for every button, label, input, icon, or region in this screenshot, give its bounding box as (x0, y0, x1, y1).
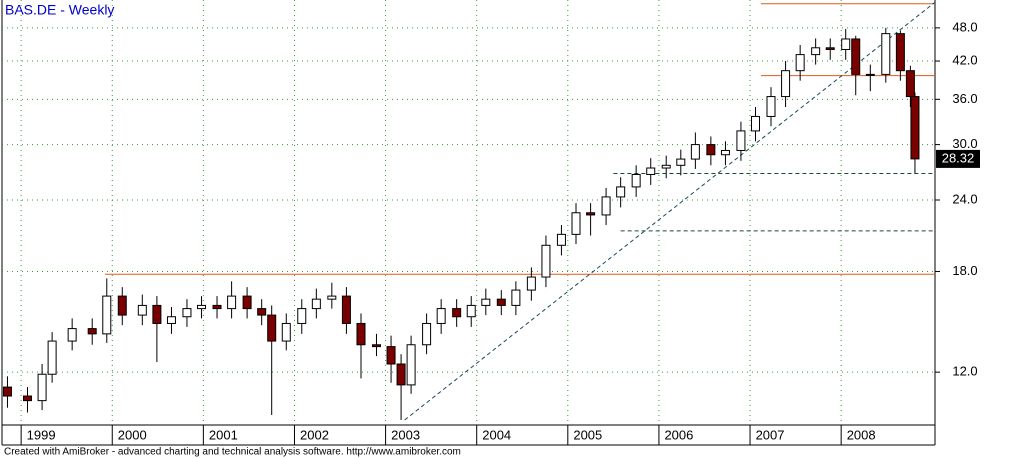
candle-body (2, 386, 12, 397)
candle-body (690, 144, 700, 160)
candle-body (895, 33, 905, 72)
candle-body (341, 295, 351, 324)
candle-body (327, 295, 337, 300)
x-tick-label: 2004 (482, 427, 511, 442)
candle-body (851, 38, 861, 75)
candle-body (67, 328, 77, 342)
candle-body (152, 304, 162, 324)
candle-body (811, 47, 821, 56)
candle-body (396, 363, 406, 386)
y-tick-label: 18.0 (952, 263, 977, 278)
candle-body (751, 115, 761, 132)
y-tick-label: 48.0 (952, 19, 977, 34)
candle-body (102, 295, 112, 335)
candle-body (881, 33, 891, 75)
candle-body (795, 54, 805, 72)
last-price-box (936, 149, 980, 168)
candle-body (781, 70, 791, 98)
x-tick-label: 2008 (847, 427, 876, 442)
candle-body (905, 70, 915, 98)
chart-title: BAS.DE - Weekly (5, 2, 114, 18)
x-tick-label: 2005 (573, 427, 602, 442)
candle-body (281, 322, 291, 342)
last-price-label: 28.32 (942, 150, 975, 165)
candle-body (117, 295, 127, 316)
candle-body (526, 276, 536, 291)
candle-body (137, 304, 147, 316)
candle-body (422, 322, 432, 346)
annotation-line (404, 1, 936, 421)
x-tick-label: 2001 (209, 427, 238, 442)
candle-body (87, 328, 97, 335)
candle-body (631, 173, 641, 188)
candle-body (197, 304, 207, 310)
candle-body (166, 316, 176, 324)
candle-body (766, 96, 776, 117)
candle-body (242, 295, 252, 310)
candle-body (496, 298, 506, 306)
y-tick-label: 30.0 (952, 136, 977, 151)
candle-body (586, 212, 596, 216)
candle-body (436, 308, 446, 324)
candle-body (511, 289, 521, 306)
candle-body (466, 304, 476, 318)
candle-body (227, 295, 237, 310)
candle-body (406, 344, 416, 386)
candle-body (676, 158, 686, 166)
candle-body (571, 212, 581, 235)
y-tick-label: 12.0 (952, 364, 977, 379)
candle-body (720, 149, 730, 156)
x-tick-label: 1999 (27, 427, 56, 442)
x-tick-label: 2007 (756, 427, 785, 442)
candle-body (661, 164, 671, 169)
y-tick-label: 42.0 (952, 52, 977, 67)
x-tick-label: 2002 (300, 427, 329, 442)
y-tick-label: 36.0 (952, 91, 977, 106)
candle-body (865, 73, 875, 76)
x-tick-label: 2000 (118, 427, 147, 442)
candle-body (736, 130, 746, 151)
candle-body (910, 96, 920, 160)
candle-body (356, 322, 366, 346)
candle-body (212, 304, 222, 310)
x-tick-label: 2003 (391, 427, 420, 442)
candle-body (601, 196, 611, 216)
candle-body (556, 233, 566, 246)
candle-body (37, 373, 47, 402)
candle-body (311, 298, 321, 310)
candle-body (452, 308, 462, 318)
candle-body (841, 38, 851, 50)
candle-body (825, 47, 835, 50)
candle-body (297, 308, 307, 324)
candle-body (47, 340, 57, 375)
candle-body (267, 314, 277, 342)
candle-body (371, 344, 381, 348)
candle-body (386, 346, 396, 365)
y-tick-label: 24.0 (952, 191, 977, 206)
candle-body (616, 186, 626, 198)
candle-body (541, 244, 551, 278)
candle-body (23, 395, 33, 402)
candle-body (646, 167, 656, 175)
x-tick-label: 2006 (664, 427, 693, 442)
footer: Created with AmiBroker - advanced charti… (4, 447, 461, 458)
candle-body (706, 144, 716, 156)
candle-body (182, 308, 192, 318)
candle-body (257, 308, 267, 316)
candle-body (481, 298, 491, 306)
